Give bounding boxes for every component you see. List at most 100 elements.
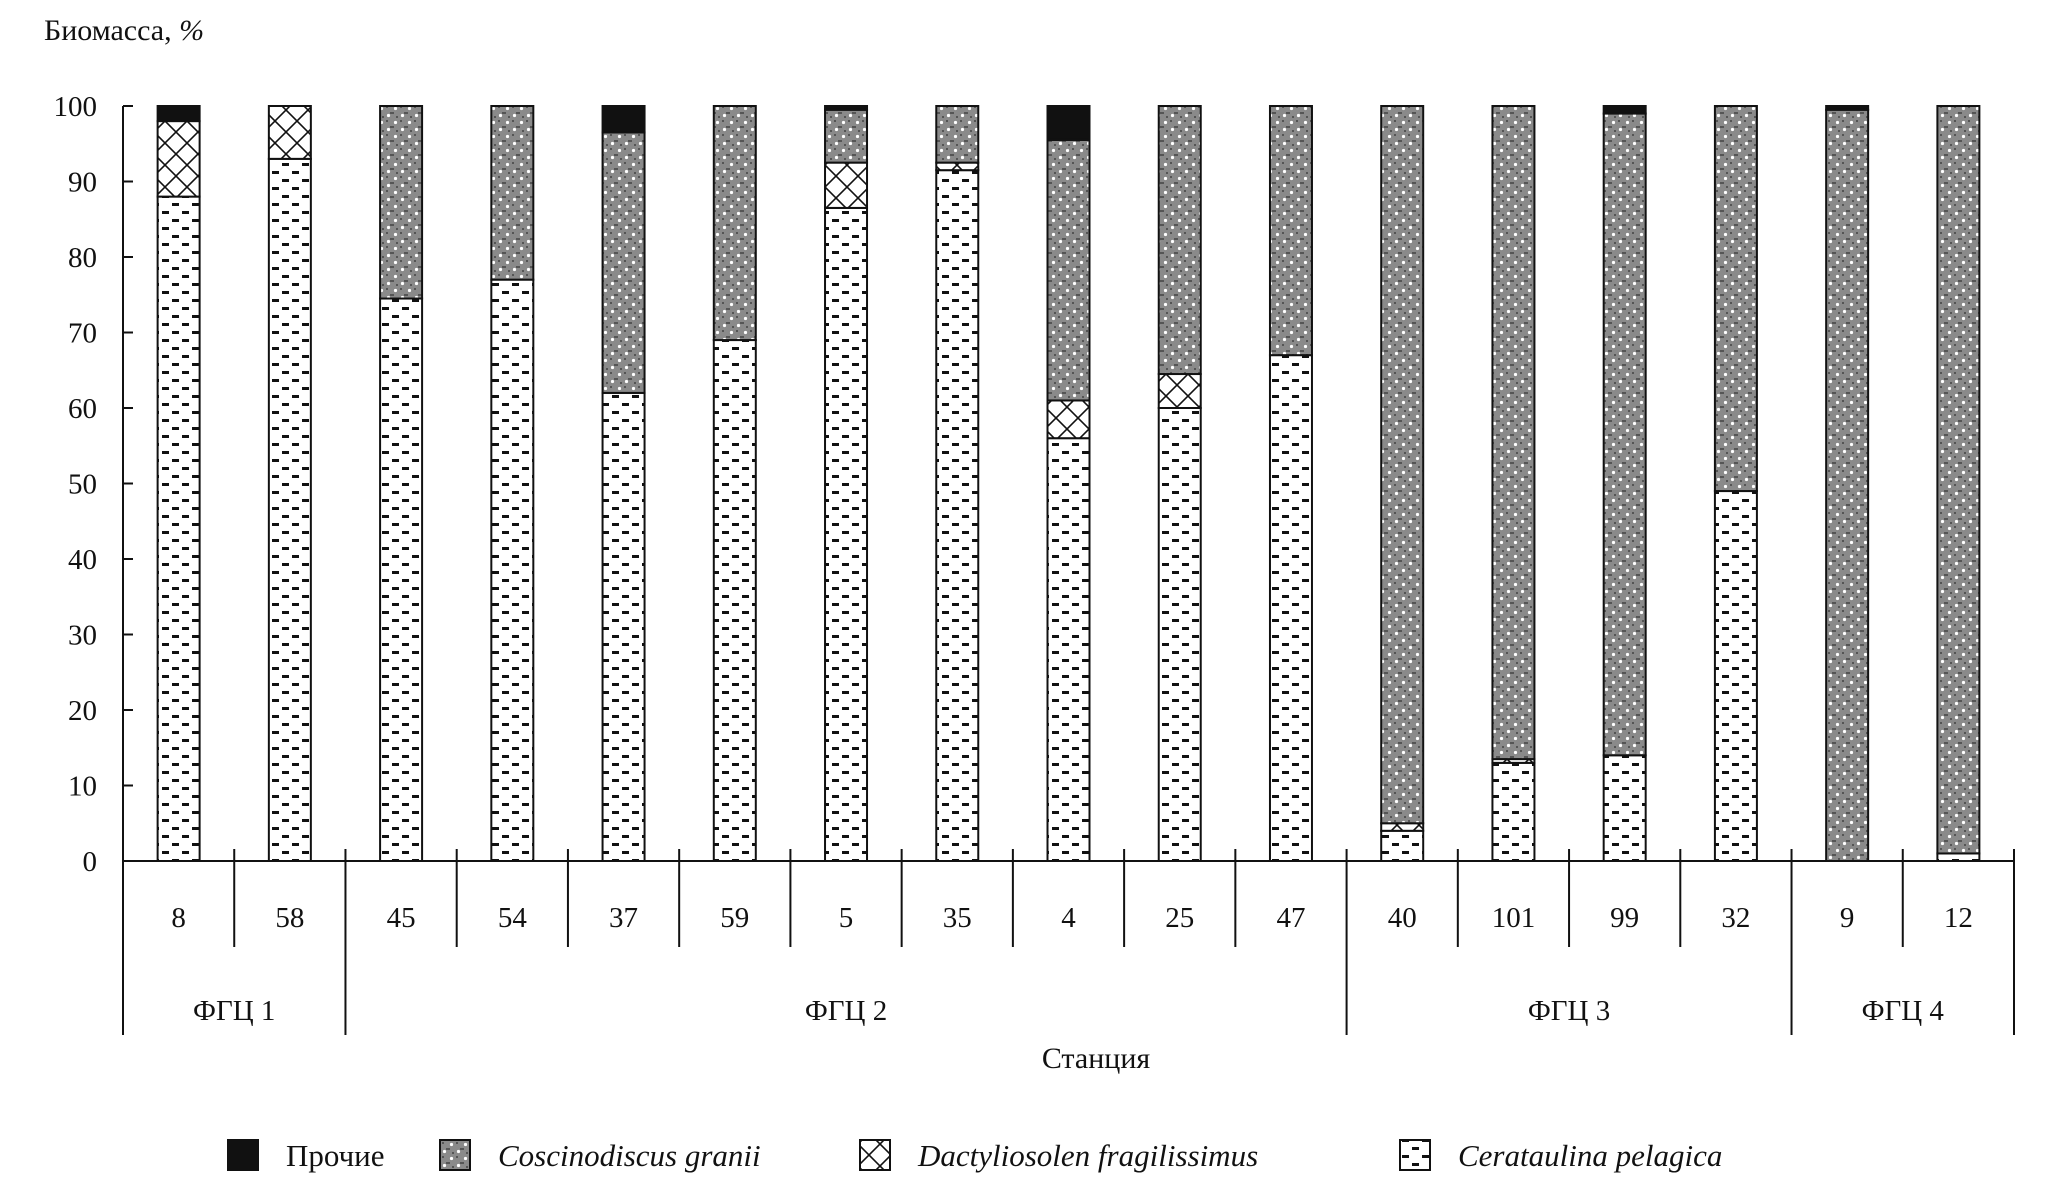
y-tick-label: 90 bbox=[68, 167, 97, 199]
bar-stack-40 bbox=[1380, 105, 1425, 862]
group-label: ФГЦ 3 bbox=[1528, 995, 1610, 1027]
bar-segment bbox=[1046, 105, 1091, 141]
bar-segment bbox=[1046, 399, 1091, 440]
bar-stack-37 bbox=[601, 105, 646, 862]
bar-segment bbox=[1380, 829, 1425, 862]
bar-stack-9 bbox=[1825, 105, 1870, 862]
legend-entry: Прочие bbox=[286, 1138, 385, 1173]
bar-segment bbox=[490, 105, 535, 281]
y-tick-label: 10 bbox=[68, 771, 97, 803]
legend-swatch bbox=[1399, 1139, 1431, 1171]
y-tick-label: 100 bbox=[54, 91, 98, 123]
station-label: 40 bbox=[1388, 902, 1417, 934]
legend-entry: Coscinodiscus granii bbox=[498, 1138, 761, 1173]
bar-segment bbox=[1268, 105, 1313, 357]
bar-segment bbox=[156, 120, 201, 198]
station-label: 35 bbox=[943, 902, 972, 934]
bar-segment bbox=[1157, 105, 1202, 376]
station-label: 32 bbox=[1721, 902, 1750, 934]
bar-segment bbox=[1380, 105, 1425, 825]
legend-swatch bbox=[859, 1139, 891, 1171]
station-label: 8 bbox=[171, 902, 186, 934]
station-label: 54 bbox=[498, 902, 528, 934]
bar-stack-4 bbox=[1046, 105, 1091, 862]
station-label: 9 bbox=[1840, 902, 1855, 934]
legend-entry: Dactyliosolen fragilissimus bbox=[917, 1138, 1258, 1173]
group-label: ФГЦ 1 bbox=[193, 995, 275, 1027]
bar-segment bbox=[1491, 761, 1536, 862]
legend-swatch bbox=[227, 1139, 259, 1171]
y-tick-label: 0 bbox=[83, 846, 98, 878]
bar-segment bbox=[156, 195, 201, 863]
y-axis-label: Биомасса, % bbox=[44, 14, 204, 47]
station-label: 37 bbox=[609, 902, 638, 934]
bar-segment bbox=[824, 105, 869, 111]
bar-segment bbox=[379, 105, 424, 300]
bar-stack-12 bbox=[1936, 105, 1981, 863]
bar-stack-54 bbox=[490, 105, 535, 862]
bar-segment bbox=[156, 105, 201, 123]
bar-stack-8 bbox=[156, 105, 201, 863]
y-tick-label: 30 bbox=[68, 620, 97, 652]
bar-segment bbox=[712, 105, 757, 342]
station-label: 58 bbox=[275, 902, 304, 934]
legend-swatch bbox=[439, 1139, 471, 1171]
group-label: ФГЦ 2 bbox=[805, 995, 887, 1027]
bar-segment bbox=[824, 161, 869, 209]
bar-segment bbox=[1713, 105, 1758, 493]
bar-segment bbox=[935, 161, 980, 172]
y-tick-label: 50 bbox=[68, 469, 97, 501]
bar-segment bbox=[824, 206, 869, 863]
station-label: 59 bbox=[720, 902, 749, 934]
station-label: 12 bbox=[1944, 902, 1973, 934]
bar-segment bbox=[1268, 354, 1313, 862]
bar-segment bbox=[1602, 112, 1647, 757]
bar-segment bbox=[935, 105, 980, 164]
bar-segment bbox=[1602, 754, 1647, 862]
bar-stack-58 bbox=[267, 105, 312, 863]
legend-entry: Cerataulina pelagica bbox=[1458, 1138, 1722, 1173]
bar-segment bbox=[1936, 852, 1981, 863]
bar-segment bbox=[379, 297, 424, 862]
bar-stack-45 bbox=[379, 105, 424, 862]
bar-segment bbox=[267, 105, 312, 160]
bar-segment bbox=[601, 131, 646, 394]
bar-stack-47 bbox=[1268, 105, 1313, 862]
bar-segment bbox=[1825, 108, 1870, 862]
bar-segment bbox=[1713, 490, 1758, 862]
bar-segment bbox=[1936, 105, 1981, 855]
station-label: 47 bbox=[1276, 902, 1305, 934]
group-label: ФГЦ 4 bbox=[1862, 995, 1945, 1027]
legend: Прочие Coscinodiscus granii Dactyliosolen … bbox=[227, 1138, 1722, 1173]
bar-segment bbox=[1157, 407, 1202, 862]
x-axis-label: Станция bbox=[1042, 1042, 1151, 1075]
bar-segment bbox=[267, 157, 312, 863]
station-label: 4 bbox=[1061, 902, 1076, 934]
y-tick-label: 70 bbox=[68, 318, 97, 350]
bar-segment bbox=[935, 169, 980, 863]
bar-segment bbox=[490, 278, 535, 862]
bar-segment bbox=[1825, 105, 1870, 111]
bar-stack-5 bbox=[824, 105, 869, 863]
bar-segment bbox=[1157, 373, 1202, 409]
bar-segment bbox=[824, 108, 869, 164]
y-tick-label: 60 bbox=[68, 393, 97, 425]
station-label: 25 bbox=[1165, 902, 1194, 934]
y-tick-label: 40 bbox=[68, 544, 97, 576]
bar-stack-25 bbox=[1157, 105, 1202, 862]
y-tick-label: 80 bbox=[68, 242, 97, 274]
station-label: 5 bbox=[839, 902, 854, 934]
bar-stack-59 bbox=[712, 105, 757, 862]
bar-stack-101 bbox=[1491, 105, 1536, 862]
bar-segment bbox=[601, 391, 646, 862]
bar-stack-99 bbox=[1602, 105, 1647, 862]
y-tick-label: 20 bbox=[68, 695, 97, 727]
station-label: 99 bbox=[1610, 902, 1639, 934]
bar-segment bbox=[1046, 437, 1091, 862]
bar-segment bbox=[601, 105, 646, 134]
bar-segment bbox=[1491, 105, 1536, 761]
bar-stack-32 bbox=[1713, 105, 1758, 862]
bar-stack-35 bbox=[935, 105, 980, 863]
station-label: 101 bbox=[1492, 902, 1536, 934]
